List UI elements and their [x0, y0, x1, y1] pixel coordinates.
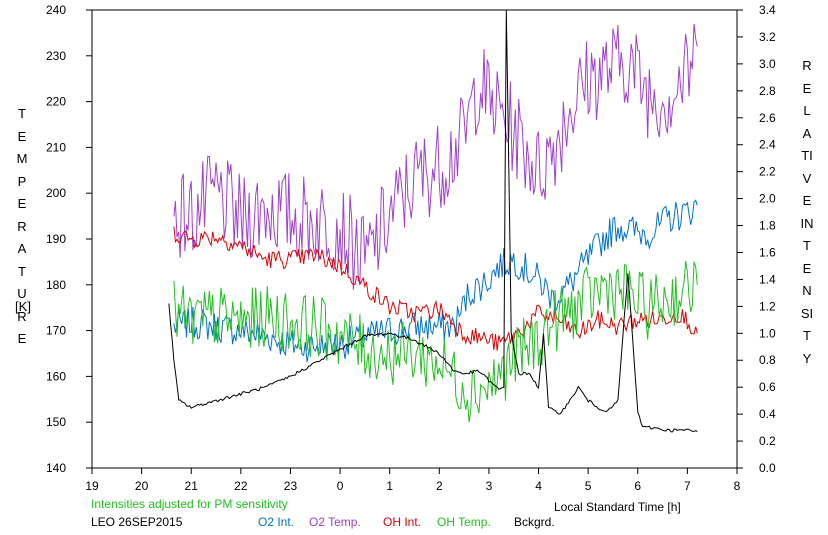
y-left-tick-label: 160: [46, 369, 66, 383]
legend-o2-temp: O2 Temp.: [309, 515, 361, 529]
y-left-tick-label: 220: [46, 95, 66, 109]
y-right-tick-label: 0.2: [759, 434, 776, 448]
x-tick-label: 7: [684, 479, 691, 493]
x-tick-label: 3: [486, 479, 493, 493]
y-left-axis-label: TEMPERATURE: [16, 106, 28, 346]
legend-o2-int: O2 Int.: [258, 515, 295, 529]
y-left-tick-label: 240: [46, 3, 66, 17]
y-right-tick-label: 2.2: [759, 165, 776, 179]
y-left-tick-label: 140: [46, 461, 66, 475]
y-left-tick-label: 190: [46, 232, 66, 246]
y-left-tick-label: 200: [46, 186, 66, 200]
x-tick-label: 1: [386, 479, 393, 493]
series-line-oh-int: [173, 226, 698, 351]
x-tick-label: 19: [85, 479, 99, 493]
series-line-bckgrd: [168, 9, 698, 433]
y-right-tick-label: 2.6: [759, 111, 776, 125]
sensitivity-note: Intensities adjusted for PM sensitivity: [91, 497, 288, 511]
y-left-tick-label: 230: [46, 49, 66, 63]
y-left-tick-label: 180: [46, 278, 66, 292]
x-tick-label: 23: [284, 479, 298, 493]
y-left-tick-label: 170: [46, 324, 66, 338]
legend-oh-int: OH Int.: [383, 515, 422, 529]
y-right-tick-label: 3.4: [759, 3, 776, 17]
series-layer: [168, 9, 698, 433]
y-right-tick-label: 0.4: [759, 407, 776, 421]
x-axis-label: Local Standard Time [h]: [554, 500, 681, 514]
x-tick-label: 8: [734, 479, 741, 493]
y-right-tick-label: 2.0: [759, 192, 776, 206]
y-right-tick-label: 0.8: [759, 353, 776, 367]
x-tick-label: 0: [337, 479, 344, 493]
y-right-tick-label: 1.0: [759, 326, 776, 340]
y-right-tick-label: 1.8: [759, 219, 776, 233]
axes-layer: 19 20 21 22 23 0 1 2 3 4 5 6 7 8140150160170180190200…: [46, 3, 776, 493]
y-right-tick-label: 1.6: [759, 245, 776, 259]
y-left-tick-label: 150: [46, 415, 66, 429]
y-right-tick-label: 0.0: [759, 461, 776, 475]
y-left-tick-label: 210: [46, 140, 66, 154]
y-right-tick-label: 2.4: [759, 138, 776, 152]
y-right-tick-label: 3.2: [759, 30, 776, 44]
series-line-o2-int: [173, 199, 698, 363]
y-right-tick-label: 1.2: [759, 299, 776, 313]
y-right-tick-label: 1.4: [759, 272, 776, 286]
x-tick-label: 5: [585, 479, 592, 493]
y-right-tick-label: 0.6: [759, 380, 776, 394]
y-right-axis-label: RELATIVE INTENSITY: [800, 58, 815, 366]
y-right-tick-label: 2.8: [759, 84, 776, 98]
x-tick-label: 4: [535, 479, 542, 493]
series-line-o2-temp: [173, 23, 698, 290]
station-label: LEO 26SEP2015: [91, 515, 183, 529]
y-left-axis-unit: [K]: [15, 299, 31, 314]
y-right-tick-label: 3.0: [759, 57, 776, 71]
legend-bckgrd: Bckgrd.: [514, 515, 555, 529]
x-tick-label: 6: [634, 479, 641, 493]
x-tick-label: 22: [234, 479, 248, 493]
x-tick-label: 20: [135, 479, 149, 493]
x-tick-label: 21: [185, 479, 199, 493]
series-line-oh-temp: [173, 261, 698, 423]
x-tick-label: 2: [436, 479, 443, 493]
legend-oh-temp: OH Temp.: [437, 515, 491, 529]
